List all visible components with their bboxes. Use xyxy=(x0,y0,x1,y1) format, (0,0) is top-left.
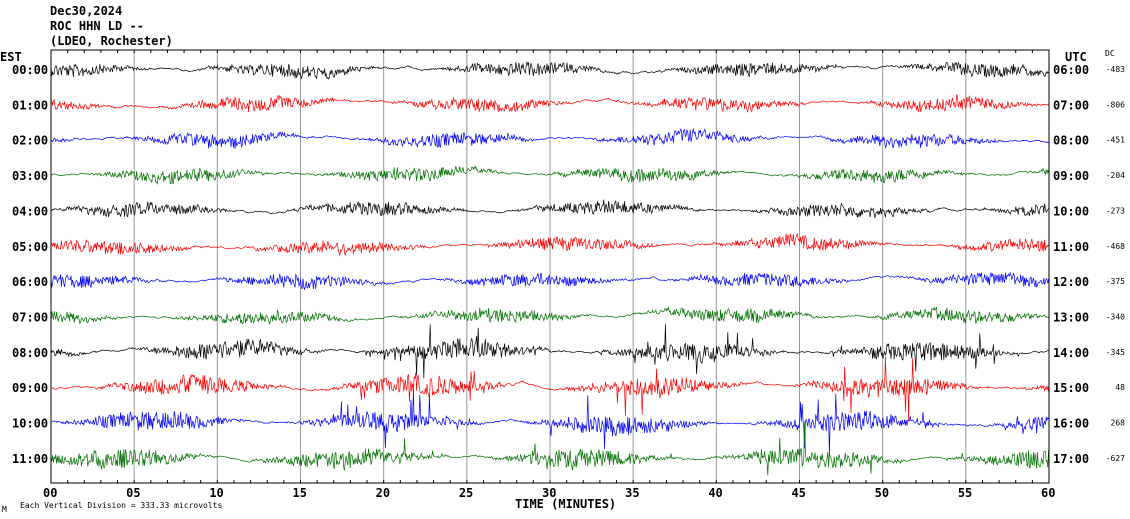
x-tick-label: 25 xyxy=(459,486,473,500)
trace-0400 xyxy=(50,199,1049,218)
utc-label: 17:00 xyxy=(1053,452,1089,466)
plot-frame xyxy=(50,49,1050,484)
dc-value: -483 xyxy=(1106,65,1125,74)
x-tick-label: 60 xyxy=(1041,486,1055,500)
utc-label: 06:00 xyxy=(1053,63,1089,77)
x-tick-label: 55 xyxy=(958,486,972,500)
est-label: 00:00 xyxy=(12,63,48,77)
utc-label: 14:00 xyxy=(1053,346,1089,360)
utc-label: 07:00 xyxy=(1053,98,1089,112)
est-label: 01:00 xyxy=(12,98,48,112)
trace-0600 xyxy=(50,271,1049,290)
utc-label: 10:00 xyxy=(1053,204,1089,218)
trace-0100 xyxy=(50,93,1049,113)
dc-value: -345 xyxy=(1106,348,1125,357)
est-label: 04:00 xyxy=(12,204,48,218)
x-tick-label: 35 xyxy=(625,486,639,500)
dc-value: -375 xyxy=(1106,277,1125,286)
x-tick-label: 10 xyxy=(209,486,223,500)
trace-0300 xyxy=(50,165,1049,186)
trace-0200 xyxy=(50,127,1049,149)
utc-label: 13:00 xyxy=(1053,311,1089,325)
est-label: 07:00 xyxy=(12,311,48,325)
est-label: 05:00 xyxy=(12,240,48,254)
x-tick-label: 30 xyxy=(542,486,556,500)
utc-label: 11:00 xyxy=(1053,240,1089,254)
est-axis-title: EST xyxy=(0,50,22,64)
utc-label: 15:00 xyxy=(1053,381,1089,395)
trace-0500 xyxy=(50,232,1049,257)
utc-label: 16:00 xyxy=(1053,417,1089,431)
est-label: 11:00 xyxy=(12,452,48,466)
dc-value: -468 xyxy=(1106,242,1125,251)
dc-value: -627 xyxy=(1106,454,1125,463)
x-tick-label: 15 xyxy=(293,486,307,500)
x-axis-label: TIME (MINUTES) xyxy=(515,497,616,511)
utc-label: 12:00 xyxy=(1053,275,1089,289)
x-tick-label: 00 xyxy=(43,486,57,500)
trace-0000 xyxy=(50,61,1049,80)
trace-0800 xyxy=(50,323,1049,379)
dc-value: -340 xyxy=(1106,313,1125,322)
utc-label: 08:00 xyxy=(1053,134,1089,148)
scale-note: Each Vertical Division = 333.33 microvol… xyxy=(20,501,222,510)
est-label: 08:00 xyxy=(12,346,48,360)
est-label: 03:00 xyxy=(12,169,48,183)
utc-label: 09:00 xyxy=(1053,169,1089,183)
utc-axis-title: UTC xyxy=(1065,50,1087,64)
station-label: ROC HHN LD -- xyxy=(50,19,144,33)
network-label: (LDEO, Rochester) xyxy=(50,34,173,48)
trace-0700 xyxy=(50,306,1049,325)
dc-value: -806 xyxy=(1106,100,1125,109)
x-tick-label: 45 xyxy=(792,486,806,500)
est-label: 09:00 xyxy=(12,381,48,395)
x-tick-label: 20 xyxy=(376,486,390,500)
date-label: Dec30,2024 xyxy=(50,4,123,18)
x-tick-label: 50 xyxy=(875,486,889,500)
dc-value: -273 xyxy=(1106,206,1125,215)
trace-0900 xyxy=(50,356,1049,422)
est-label: 02:00 xyxy=(12,134,48,148)
dc-title: DC xyxy=(1105,49,1115,58)
x-tick-label: 05 xyxy=(126,486,140,500)
corner-mark: M xyxy=(2,505,7,514)
est-label: 10:00 xyxy=(12,417,48,431)
dc-value: -204 xyxy=(1106,171,1125,180)
x-tick-label: 40 xyxy=(708,486,722,500)
dc-value: 268 xyxy=(1111,419,1126,428)
trace-1000 xyxy=(50,388,1049,456)
dc-value: 48 xyxy=(1115,383,1125,392)
trace-1100 xyxy=(50,421,1049,476)
dc-value: -451 xyxy=(1106,136,1125,145)
est-label: 06:00 xyxy=(12,275,48,289)
